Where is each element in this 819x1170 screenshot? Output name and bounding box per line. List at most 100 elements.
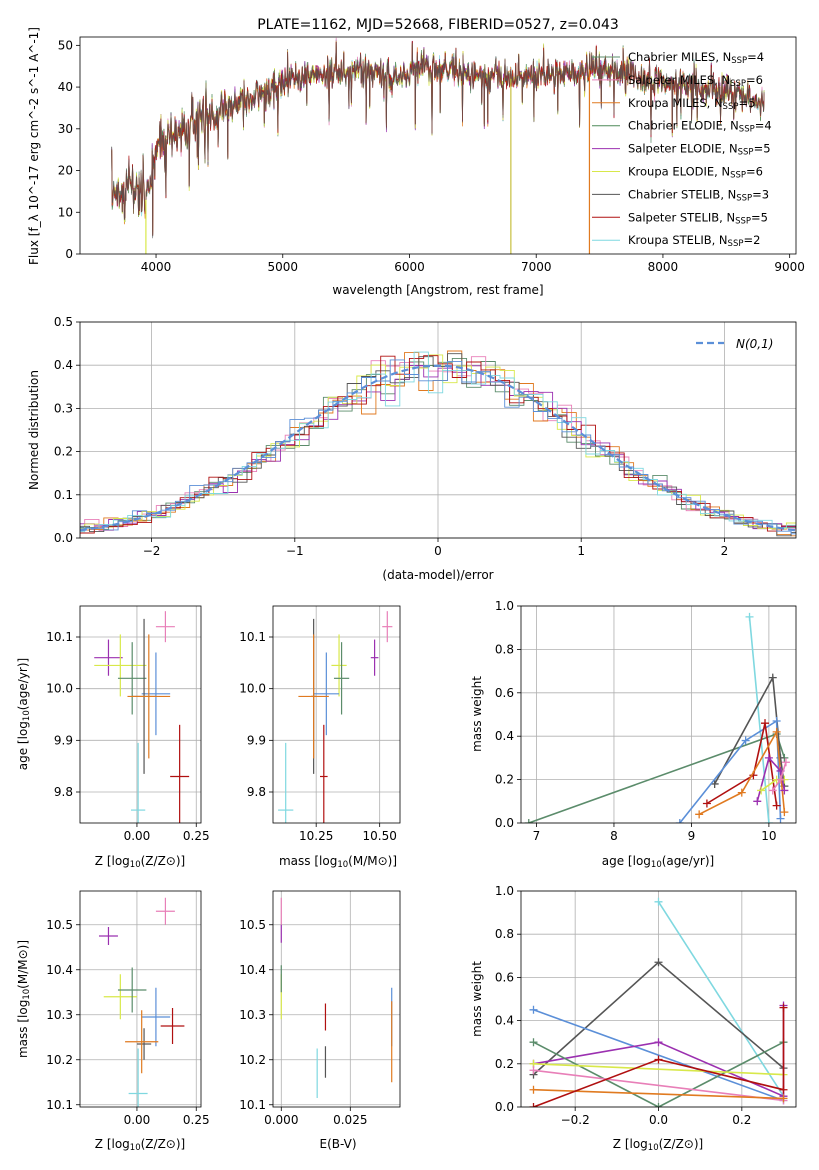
- y-tick-label: 10.4: [46, 963, 73, 977]
- y-tick-label: 0.4: [54, 358, 73, 372]
- y-tick-label: 10.1: [46, 630, 73, 644]
- weight-marker: [654, 1038, 663, 1047]
- weight-line: [533, 1009, 784, 1102]
- plot-6: 0.000 0.025 10.1 10.2 10.3 10.4 10.5: [239, 890, 401, 1127]
- y-axis-label: mass [log10(M/M⊙)]: [16, 940, 32, 1058]
- x-tick-label: 0.2: [732, 1113, 751, 1127]
- y-tick-label: 10.2: [46, 1053, 73, 1067]
- y-tick-label: 9.9: [54, 733, 73, 747]
- x-tick-label: 10: [761, 829, 776, 843]
- plot-content: [524, 612, 790, 823]
- weight-line: [533, 1041, 784, 1107]
- axes-frame: [79, 890, 202, 1108]
- legend-label: Chabrier ELODIE, NSSP=4: [628, 119, 772, 135]
- weight-marker: [768, 786, 777, 795]
- y-axis-label: Flux [f_λ 10^-17 erg cm^-2 s^-1 A^-1]: [27, 27, 41, 265]
- weight-marker: [779, 1085, 788, 1094]
- y-tick-label: 0.0: [495, 816, 514, 830]
- x-tick-label: −1: [286, 544, 304, 558]
- plot-7: −0.2 0.0 0.2 0.0 0.2 0.4 0.6 0.8 1.0: [495, 884, 797, 1127]
- weight-marker: [776, 775, 785, 784]
- y-tick-label: 30: [58, 122, 73, 136]
- y-tick-label: 1.0: [495, 884, 514, 898]
- weight-marker: [741, 736, 750, 745]
- y-axis-label: Normed distribution: [27, 370, 41, 490]
- x-axis-label: mass [log10(M/M⊙)]: [279, 854, 397, 870]
- weight-marker: [761, 719, 770, 728]
- x-tick-label: 1: [577, 544, 585, 558]
- axes-frame: [272, 890, 401, 1108]
- weight-marker: [710, 779, 719, 788]
- x-tick-label: 7000: [521, 260, 552, 274]
- plot-content: [529, 897, 788, 1107]
- y-tick-label: 10.4: [239, 963, 266, 977]
- y-tick-label: 10.1: [239, 1098, 266, 1112]
- y-tick-label: 10.1: [239, 630, 266, 644]
- x-tick-label: 9: [688, 829, 696, 843]
- y-tick-label: 10.3: [239, 1008, 266, 1022]
- legend-label: Chabrier STELIB, NSSP=3: [628, 187, 769, 203]
- weight-marker: [764, 819, 773, 823]
- weight-marker: [654, 1103, 663, 1107]
- x-tick-label: 8000: [648, 260, 679, 274]
- legend-label: Kroupa MILES, NSSP=5: [628, 96, 755, 112]
- weight-line: [528, 732, 786, 823]
- x-tick-label: 2: [721, 544, 729, 558]
- axes-frame: [79, 605, 202, 824]
- y-tick-label: 0.2: [54, 445, 73, 459]
- plot-5: 0.00 0.25 10.1 10.2 10.3 10.4 10.5: [46, 890, 210, 1127]
- x-axis-label: E(B-V): [319, 1137, 356, 1151]
- plot-content: [94, 611, 190, 823]
- weight-marker: [702, 799, 711, 808]
- x-tick-label: 10.25: [299, 829, 333, 843]
- x-tick-label: 5000: [267, 260, 298, 274]
- y-tick-label: 9.8: [247, 785, 266, 799]
- x-tick-label: 0.25: [183, 829, 210, 843]
- y-tick-label: 9.8: [54, 785, 73, 799]
- y-tick-label: 0.6: [495, 970, 514, 984]
- weight-marker: [529, 1103, 538, 1107]
- y-tick-label: 10.1: [46, 1098, 73, 1112]
- y-tick-label: 10.0: [239, 682, 266, 696]
- y-tick-label: 10.0: [46, 682, 73, 696]
- plot-2: 0.00 0.25 9.8 9.9 10.0 10.1: [46, 605, 210, 843]
- weight-marker: [757, 786, 766, 795]
- y-axis-label: age [log10(age/yr)]: [16, 658, 32, 770]
- histogram-step: [80, 359, 796, 535]
- weight-marker: [529, 1066, 538, 1075]
- plot-1: −2 −1 0 1 2 0.0 0.1 0.2 0.3 0.4 0.5: [54, 315, 797, 558]
- y-tick-label: 1.0: [495, 599, 514, 613]
- x-axis-label: wavelength [Angstrom, rest frame]: [332, 283, 543, 297]
- spectrum-line: [111, 42, 765, 239]
- weight-marker: [737, 788, 746, 797]
- y-tick-label: 10.5: [239, 918, 266, 932]
- x-tick-label: 0.0: [649, 1113, 668, 1127]
- weight-line: [756, 756, 786, 802]
- x-axis-label: (data-model)/error: [382, 568, 493, 582]
- legend-label: Chabrier MILES, NSSP=4: [628, 50, 764, 66]
- plot-3: 10.25 10.50 9.8 9.9 10.0 10.1: [239, 605, 401, 843]
- y-tick-label: 10: [58, 205, 73, 219]
- weight-marker: [779, 1003, 788, 1012]
- weight-marker: [654, 897, 663, 906]
- weight-marker: [695, 810, 704, 819]
- x-axis-label: age [log10(age/yr)]: [602, 854, 714, 870]
- y-tick-label: 0.8: [495, 642, 514, 656]
- x-tick-label: 4000: [141, 260, 172, 274]
- weight-marker: [772, 727, 781, 736]
- weight-marker: [529, 1085, 538, 1094]
- weight-marker: [529, 1038, 538, 1047]
- y-tick-label: 50: [58, 38, 73, 52]
- legend-label: Kroupa ELODIE, NSSP=6: [628, 165, 763, 181]
- weight-line: [657, 901, 785, 1097]
- weight-marker: [779, 1094, 788, 1103]
- weight-marker: [780, 786, 789, 795]
- legend: Chabrier MILES, NSSP=4 Salpeter MILES, NS…: [592, 50, 772, 249]
- x-tick-label: 0.000: [264, 1113, 298, 1127]
- weight-marker: [654, 1055, 663, 1064]
- weight-line: [533, 1069, 784, 1102]
- y-tick-label: 20: [58, 164, 73, 178]
- plot-content: [80, 350, 796, 537]
- axes-frame: [272, 605, 401, 824]
- weight-line: [533, 1063, 784, 1076]
